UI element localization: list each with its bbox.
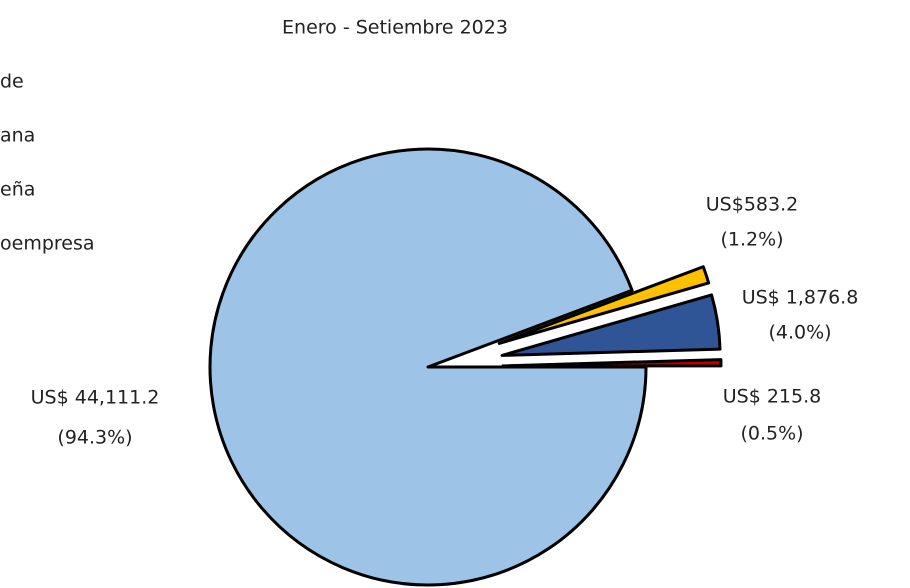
percent-label: (0.5%) bbox=[740, 423, 803, 445]
percent-label: (4.0%) bbox=[768, 322, 831, 344]
pie-slice bbox=[500, 293, 722, 357]
percent-label: (1.2%) bbox=[720, 229, 783, 251]
value-label: US$ 44,111.2 bbox=[31, 387, 160, 409]
value-label: US$583.2 bbox=[706, 194, 798, 216]
legend-label: ana bbox=[0, 125, 35, 147]
pie-slice bbox=[501, 358, 723, 368]
legend-label: eña bbox=[0, 179, 35, 201]
pie-slice bbox=[208, 147, 648, 587]
value-label: US$ 215.8 bbox=[723, 386, 822, 408]
pie-slice bbox=[497, 265, 711, 345]
chart-title: Enero - Setiembre 2023 bbox=[282, 17, 508, 39]
percent-label: (94.3%) bbox=[57, 427, 132, 449]
legend-label: de bbox=[0, 71, 24, 93]
legend-label: oempresa bbox=[0, 233, 95, 255]
value-label: US$ 1,876.8 bbox=[742, 287, 859, 309]
